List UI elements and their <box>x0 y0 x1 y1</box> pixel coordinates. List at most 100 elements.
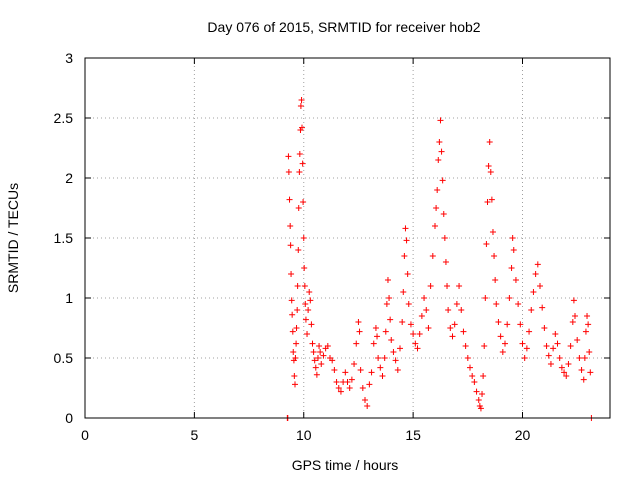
data-point <box>565 361 572 367</box>
data-point <box>298 97 305 103</box>
data-point <box>366 381 373 388</box>
data-point <box>333 379 340 385</box>
data-point <box>487 169 494 175</box>
data-point <box>550 345 557 352</box>
data-point <box>301 283 308 289</box>
data-point <box>412 340 419 347</box>
data-point <box>462 343 469 349</box>
data-point <box>483 241 490 247</box>
data-point <box>379 373 386 379</box>
x-tick-label: 5 <box>190 427 198 443</box>
data-point <box>556 355 563 361</box>
data-point <box>292 381 298 388</box>
data-point <box>517 321 524 328</box>
data-point <box>346 385 353 391</box>
data-point <box>512 277 519 283</box>
data-point <box>493 301 500 307</box>
data-point <box>521 355 528 361</box>
data-point <box>586 349 593 355</box>
data-point <box>372 325 379 331</box>
data-point <box>392 357 399 364</box>
y-tick-label: 3 <box>65 50 73 66</box>
y-tick-label: 2.5 <box>54 110 74 126</box>
data-point <box>552 331 559 337</box>
data-point <box>285 169 292 175</box>
data-point <box>572 313 578 319</box>
data-point <box>576 355 583 361</box>
data-point <box>479 391 486 397</box>
data-point <box>477 405 484 412</box>
data-point <box>532 271 539 277</box>
data-point <box>407 321 414 328</box>
data-point <box>355 319 362 325</box>
data-point <box>364 403 371 409</box>
data-point <box>434 187 441 193</box>
data-point <box>585 321 592 328</box>
data-point <box>480 373 487 379</box>
data-point <box>423 307 430 313</box>
data-point <box>300 235 307 241</box>
data-point <box>435 157 442 163</box>
data-point <box>534 261 541 268</box>
data-point <box>491 253 498 259</box>
data-point <box>528 307 535 313</box>
data-point <box>381 355 388 361</box>
data-point <box>295 205 302 211</box>
data-point <box>543 343 550 349</box>
data-point <box>495 319 502 325</box>
data-point <box>580 376 587 383</box>
data-point <box>310 349 317 355</box>
data-point <box>433 205 440 211</box>
data-point <box>400 289 407 295</box>
data-point <box>510 247 517 253</box>
data-point <box>481 343 488 349</box>
data-point <box>308 321 315 328</box>
data-point <box>301 265 308 271</box>
data-point <box>447 325 454 331</box>
data-point <box>309 340 316 347</box>
data-point <box>506 295 513 301</box>
data-point <box>492 277 499 283</box>
data-point <box>386 295 393 301</box>
data-point <box>382 328 389 335</box>
data-point <box>295 247 302 253</box>
data-point <box>337 388 344 395</box>
data-point <box>438 148 445 155</box>
data-point <box>297 103 304 109</box>
y-tick-label: 0.5 <box>54 350 74 366</box>
data-point <box>427 283 434 289</box>
data-point <box>499 349 506 355</box>
data-point <box>312 364 319 371</box>
data-point <box>545 352 552 359</box>
data-point <box>401 253 408 259</box>
data-point <box>436 139 443 145</box>
y-tick-label: 0 <box>65 410 73 426</box>
data-point <box>317 349 324 355</box>
data-point <box>425 325 432 331</box>
data-point <box>289 328 296 335</box>
data-point <box>439 177 446 184</box>
data-point <box>286 196 293 203</box>
data-point <box>324 343 331 349</box>
data-point <box>456 283 463 289</box>
data-point <box>421 295 428 301</box>
data-point <box>467 364 473 371</box>
data-point <box>313 371 320 378</box>
data-point <box>291 373 298 379</box>
data-point <box>441 235 448 241</box>
data-point <box>404 271 411 277</box>
data-point <box>469 373 476 379</box>
data-point <box>383 301 390 307</box>
data-point <box>287 223 294 229</box>
data-point <box>344 379 351 385</box>
data-point <box>302 316 309 323</box>
data-point <box>561 369 568 376</box>
data-point <box>304 331 311 337</box>
data-point <box>523 345 530 352</box>
data-point <box>289 311 296 318</box>
data-point <box>541 325 548 331</box>
data-point <box>357 367 364 373</box>
data-point <box>569 319 576 325</box>
data-point <box>390 349 397 355</box>
